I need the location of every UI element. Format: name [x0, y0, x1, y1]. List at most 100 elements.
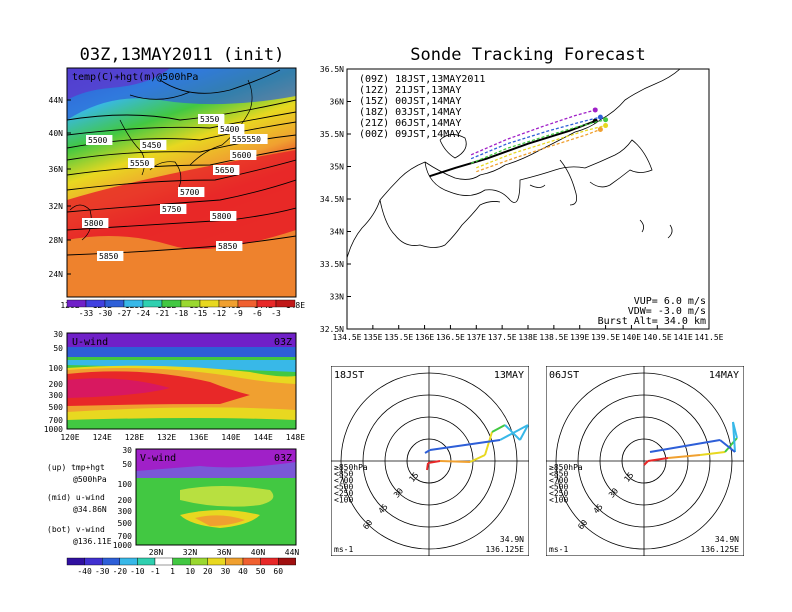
sonde-lat-ticks: 36.5N 36N 35.5N 35N 34.5N 34N 33.5N 33N 32.5N: [320, 65, 351, 334]
contour-label: 5650: [213, 165, 240, 175]
sonde-landing-point: [597, 114, 603, 120]
colorbar-tick-label: 1: [170, 567, 175, 576]
lat-tick-label: 34.5N: [320, 195, 344, 204]
colorbar-swatch: [275, 299, 296, 308]
contour-label-text: 5600: [232, 151, 251, 160]
lon-tick-label: 124E: [93, 433, 112, 442]
contour-label: 5600: [230, 150, 257, 160]
contour-label: 555550: [230, 134, 268, 144]
pressure-tick-label: 50: [122, 460, 132, 469]
hodo-trace-segment: [484, 431, 493, 456]
hodo-level-label: <100: [549, 496, 568, 505]
bot-colorbar: -40 -30 -20 -10 -1 1 10 20 30 40 50 60: [66, 557, 297, 576]
run-legend-entry: (12Z) 21JST,13MAY: [359, 85, 461, 96]
lat-tick-label: 33N: [330, 293, 345, 302]
pressure-tick-label: 500: [118, 519, 133, 528]
pressure-tick-label: 300: [118, 507, 133, 516]
hodograph-1: 15304560≥850hPa<850<700<500<250<10018JST…: [331, 366, 529, 556]
hodo-unit: ms-1: [334, 545, 353, 554]
colorbar-tick-label: 10: [185, 567, 195, 576]
colorbar-tick-label: -10: [130, 567, 145, 576]
lon-tick-label: 128E: [125, 433, 144, 442]
lon-tick-label: 136E: [415, 333, 434, 342]
lon-tick-label: 137.5E: [488, 333, 517, 342]
contour-label: 5800: [82, 218, 109, 228]
colorbar-swatch: [199, 299, 220, 308]
colorbar-swatch: [242, 557, 261, 566]
lat-tick-label: 35N: [330, 163, 345, 172]
contour-label-text: 5450: [142, 141, 161, 150]
colorbar-swatch: [66, 299, 87, 308]
lat-tick-label: 24N: [49, 270, 64, 279]
hodo-trace-segment: [519, 424, 529, 441]
lat-tick-label: 36.5N: [320, 65, 344, 74]
colorbar-tick-label: -18: [174, 309, 189, 318]
colorbar-tick-label: -21: [155, 309, 170, 318]
contour-label-text: 5850: [218, 242, 237, 251]
hodo-trace-segment: [699, 451, 726, 456]
lat-tick-label: 33.5N: [320, 260, 344, 269]
colorbar-swatch: [225, 557, 244, 566]
top-map-title: 03Z,13MAY2011 (init): [80, 45, 285, 65]
u-wind-label: U-wind: [72, 337, 108, 348]
pressure-tick-label: 30: [122, 446, 132, 455]
lon-tick-label: 140.5E: [643, 333, 672, 342]
colorbar-swatch: [260, 557, 279, 566]
hodo-trace-segment: [649, 439, 721, 453]
lon-tick-label: 140E: [622, 333, 641, 342]
colorbar-swatch: [154, 557, 173, 566]
lat-tick-label: 40N: [49, 129, 64, 138]
sonde-map: [346, 68, 710, 330]
sonde-landing-point: [592, 107, 598, 113]
contour-label: 5500: [86, 135, 113, 145]
hodo-trace-segment: [469, 454, 486, 463]
mid-lon-ticks: 120E 124E 128E 132E 136E 140E 144E 148E: [60, 433, 305, 442]
lon-tick-label: 134.5E: [333, 333, 362, 342]
colorbar-swatch: [256, 299, 277, 308]
colorbar-swatch: [84, 557, 103, 566]
lon-tick-label: 136.5E: [436, 333, 465, 342]
run-legend-entry: (18Z) 03JST,14MAY: [359, 107, 461, 118]
colorbar-tick-label: -20: [113, 567, 128, 576]
colorbar-swatch: [123, 299, 144, 308]
hodo-trace-segment: [491, 424, 506, 433]
lat-tick-label: 32N: [49, 202, 64, 211]
hodo-lon: 136.125E: [700, 545, 739, 554]
sonde-track-line: [470, 116, 601, 160]
colorbar-swatch: [218, 299, 239, 308]
hodo-time: 06JST: [549, 370, 579, 381]
hodo-trace-segment: [647, 457, 669, 462]
v-wind-label: V-wind: [140, 453, 176, 464]
contour-label-text: 5550: [130, 159, 149, 168]
sonde-param: VDW= -3.0 m/s: [628, 306, 706, 317]
lon-tick-label: 135E: [363, 333, 382, 342]
colorbar-tick-label: -24: [136, 309, 151, 318]
hodo-level-label: <700: [549, 476, 568, 485]
pressure-tick-label: 50: [53, 344, 63, 353]
colorbar-tick-label: -3: [271, 309, 281, 318]
lat-tick-label: 36N: [217, 548, 232, 557]
contour-label: 5800: [210, 211, 237, 221]
lon-tick-label: 137E: [467, 333, 486, 342]
contour-label-text: 5650: [215, 166, 234, 175]
hodo-level-label: <100: [334, 496, 353, 505]
contour-label-text: 5850: [99, 252, 118, 261]
pressure-tick-label: 300: [49, 391, 64, 400]
hodo-time: 18JST: [334, 370, 364, 381]
contour-label: 5350: [198, 114, 225, 124]
sonde-param: VUP= 6.0 m/s: [634, 296, 706, 307]
colorbar-swatch: [137, 557, 156, 566]
contour-label: 5450: [140, 140, 167, 150]
colorbar-tick-label: 60: [273, 567, 283, 576]
lon-tick-label: 141.5E: [695, 333, 724, 342]
legend-text: (up) tmp+hgt: [47, 463, 105, 472]
lon-tick-label: 136E: [189, 433, 208, 442]
contour-label-text: 5750: [162, 205, 181, 214]
lat-tick-label: 28N: [149, 548, 164, 557]
lon-tick-label: 132E: [157, 433, 176, 442]
legend-text: (bot) v-wind: [47, 525, 105, 534]
